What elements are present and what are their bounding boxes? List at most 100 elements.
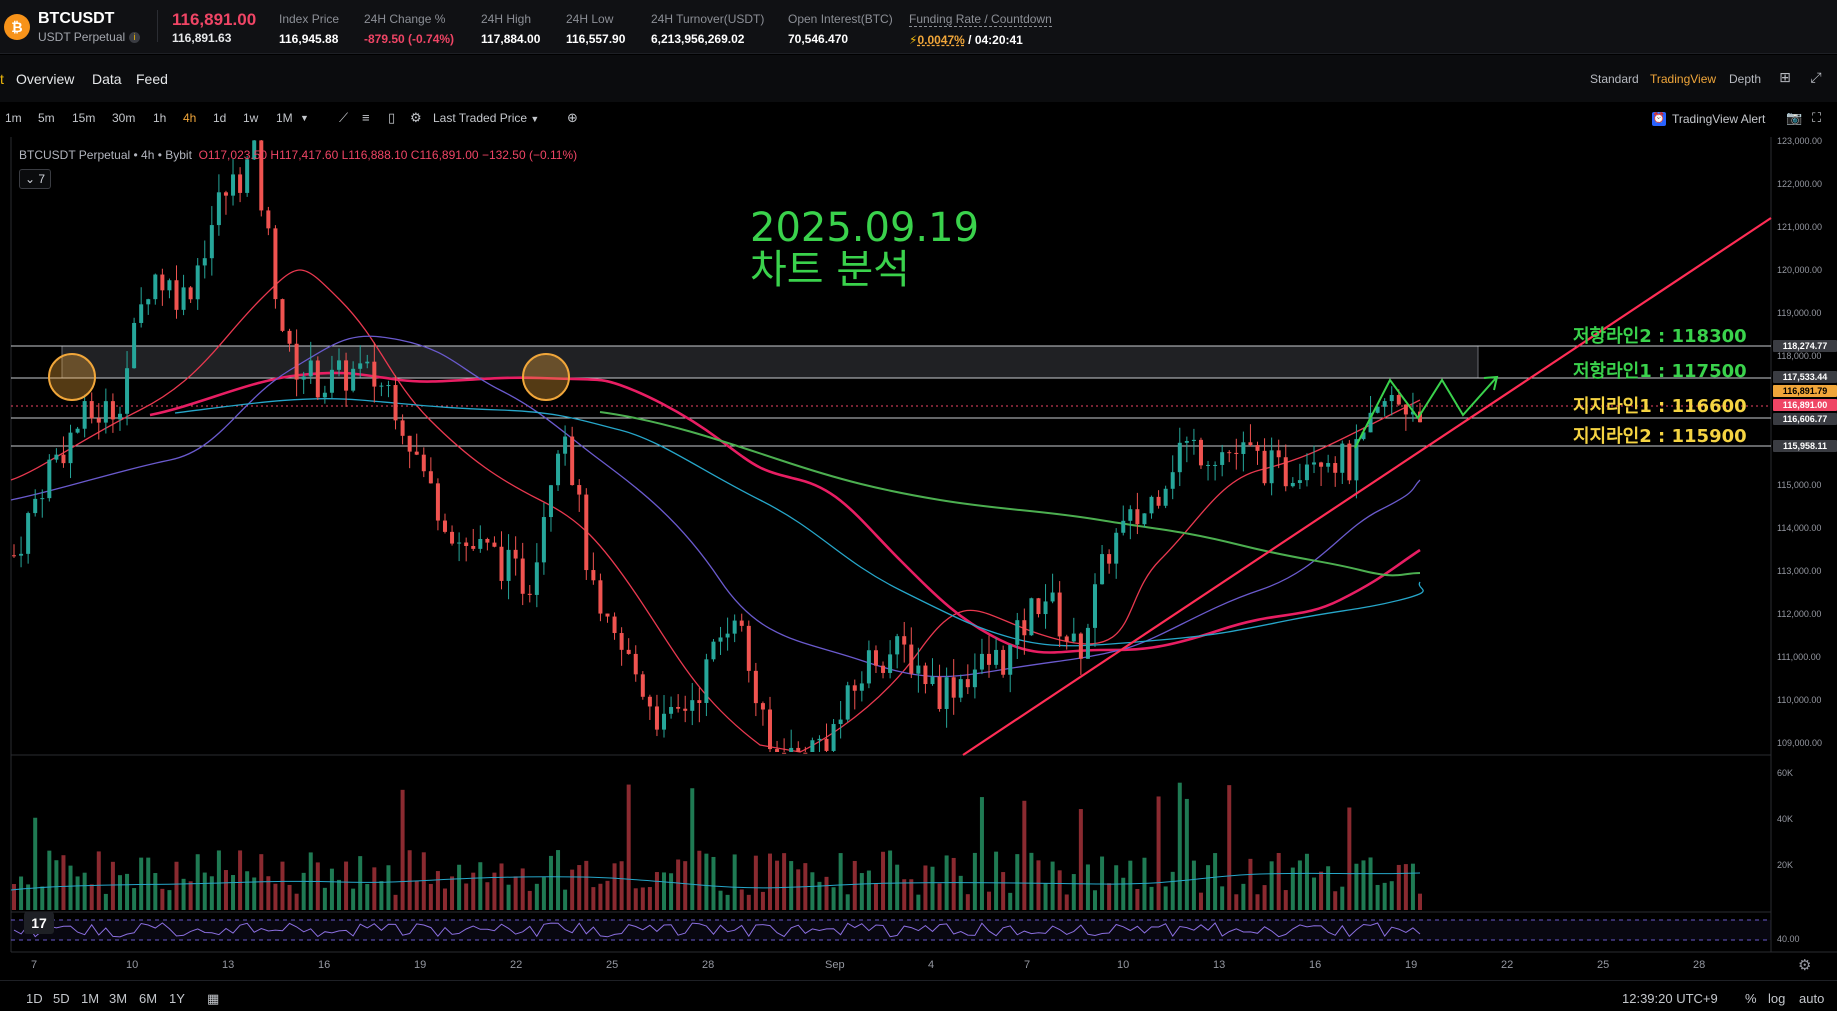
info-icon[interactable]: i bbox=[129, 32, 141, 44]
volume-bar bbox=[746, 894, 751, 910]
funding-rate-value[interactable]: 0.0047% bbox=[917, 33, 965, 47]
log-toggle[interactable]: log bbox=[1768, 991, 1786, 1006]
tab-overview[interactable]: Overview bbox=[16, 71, 75, 87]
timeframe-1h[interactable]: 1h bbox=[153, 111, 167, 125]
chevron-down-icon[interactable]: ▼ bbox=[300, 113, 309, 123]
candle-body bbox=[315, 360, 320, 398]
candle-body bbox=[923, 665, 928, 685]
range-1m[interactable]: 1M bbox=[81, 991, 100, 1006]
ma-purple-line bbox=[10, 335, 1421, 678]
indicators-icon[interactable]: ⟋ bbox=[339, 110, 349, 125]
candle-body bbox=[909, 644, 914, 674]
volume-bar bbox=[1170, 871, 1175, 910]
candle-body bbox=[351, 368, 356, 391]
candle-body bbox=[789, 747, 794, 752]
percent-toggle[interactable]: % bbox=[1745, 991, 1757, 1006]
volume-bar bbox=[760, 891, 765, 910]
tab-data[interactable]: Data bbox=[92, 71, 122, 87]
range-1y[interactable]: 1Y bbox=[169, 991, 185, 1006]
candle-body bbox=[1241, 442, 1246, 454]
compare-icon[interactable]: ≡ bbox=[362, 110, 370, 125]
candle-body bbox=[181, 287, 186, 310]
clock-time[interactable]: 12:39:20 UTC+9 bbox=[1622, 991, 1718, 1006]
volume-bar bbox=[421, 852, 426, 910]
candle-body bbox=[958, 679, 963, 698]
timeframe-4h[interactable]: 4h bbox=[183, 111, 197, 125]
symbol-name[interactable]: BTCUSDT bbox=[38, 10, 115, 27]
price-tick: 112,000.00 bbox=[1777, 609, 1822, 619]
candle-body bbox=[527, 593, 532, 595]
candle-body bbox=[223, 192, 228, 196]
range-1d[interactable]: 1D bbox=[26, 991, 43, 1006]
volume-bar bbox=[188, 881, 193, 910]
range-6m[interactable]: 6M bbox=[139, 991, 158, 1006]
tab-chart-partial[interactable]: t bbox=[0, 71, 4, 87]
view-standard[interactable]: Standard bbox=[1590, 72, 1639, 86]
price-tick: 123,000.00 bbox=[1777, 136, 1823, 146]
candle-body bbox=[117, 413, 122, 420]
timeframe-1M[interactable]: 1M bbox=[276, 111, 293, 125]
volume-bar bbox=[767, 853, 772, 910]
candle-type-icon[interactable]: ▯ bbox=[388, 110, 396, 125]
alert-label: TradingView Alert bbox=[1672, 112, 1766, 126]
candle-body bbox=[619, 633, 624, 650]
tradingview-logo[interactable]: 17 bbox=[24, 912, 54, 934]
volume-bar bbox=[407, 850, 412, 910]
settings-icon[interactable]: ⚙ bbox=[1798, 957, 1812, 974]
volume-bar bbox=[26, 884, 31, 910]
candle-body bbox=[520, 558, 525, 594]
add-icon[interactable]: ⊕ bbox=[567, 110, 578, 125]
time-label: 22 bbox=[1501, 959, 1514, 971]
tab-feed[interactable]: Feed bbox=[136, 71, 168, 87]
settings-icon[interactable]: ⚙ bbox=[410, 110, 422, 125]
volume-bar bbox=[1319, 871, 1324, 910]
fullscreen-icon[interactable]: ⤢ bbox=[1810, 69, 1822, 85]
volume-bar bbox=[1128, 860, 1133, 910]
candle-body bbox=[852, 685, 857, 691]
volume-bar bbox=[612, 863, 617, 910]
candle-body bbox=[1304, 464, 1309, 481]
candle-body bbox=[1114, 532, 1119, 564]
timeframe-1w[interactable]: 1w bbox=[243, 111, 259, 125]
volume-bar bbox=[68, 865, 73, 910]
timeframe-30m[interactable]: 30m bbox=[112, 111, 136, 125]
price-source-select[interactable]: Last Traded Price ▼ bbox=[433, 111, 540, 125]
annotation-subtitle: 차트 분석 bbox=[750, 247, 910, 293]
stat-funding-rate: Funding Rate / Countdown ⚡0.0047% / 04:2… bbox=[909, 12, 1052, 47]
volume-bar bbox=[987, 891, 992, 910]
range-3m[interactable]: 3M bbox=[109, 991, 128, 1006]
volume-bar bbox=[1227, 785, 1232, 910]
candle-body bbox=[1057, 592, 1062, 637]
auto-toggle[interactable]: auto bbox=[1799, 991, 1825, 1006]
tradingview-alert-button[interactable]: ⏰ TradingView Alert bbox=[1652, 109, 1765, 129]
volume-bar bbox=[1114, 865, 1119, 910]
timeframe-5m[interactable]: 5m bbox=[38, 111, 55, 125]
timeframe-15m[interactable]: 15m bbox=[72, 111, 96, 125]
volume-bar bbox=[782, 853, 787, 910]
indicators-collapse-button[interactable]: ⌄ 7 bbox=[19, 169, 51, 189]
camera-icon[interactable]: 📷 bbox=[1786, 110, 1803, 125]
candle-body bbox=[767, 709, 772, 750]
candle-body bbox=[301, 376, 306, 380]
legend-symbol: BTCUSDT Perpetual • 4h • Bybit bbox=[19, 148, 192, 162]
candle-body bbox=[1170, 472, 1175, 489]
volume-bar bbox=[1156, 796, 1161, 910]
volume-bar bbox=[584, 860, 589, 910]
volume-bar bbox=[82, 872, 87, 910]
view-tradingview[interactable]: TradingView bbox=[1650, 72, 1717, 86]
volume-bar bbox=[1262, 885, 1267, 910]
calendar-icon[interactable]: ▦ bbox=[207, 991, 220, 1006]
expand-icon[interactable]: ⛶ bbox=[1812, 110, 1822, 125]
range-5d[interactable]: 5D bbox=[53, 991, 70, 1006]
candle-body bbox=[647, 696, 652, 707]
layout-grid-icon[interactable]: ⊞ bbox=[1779, 69, 1791, 85]
candle-body bbox=[944, 677, 949, 709]
divider bbox=[157, 10, 158, 42]
timeframe-1d[interactable]: 1d bbox=[213, 111, 227, 125]
timeframe-1m[interactable]: 1m bbox=[5, 111, 22, 125]
view-depth[interactable]: Depth bbox=[1729, 72, 1762, 86]
volume-bar bbox=[958, 875, 963, 910]
candle-body bbox=[1403, 404, 1408, 415]
candle-body bbox=[1156, 496, 1161, 506]
price-chart[interactable] bbox=[0, 137, 1837, 1011]
